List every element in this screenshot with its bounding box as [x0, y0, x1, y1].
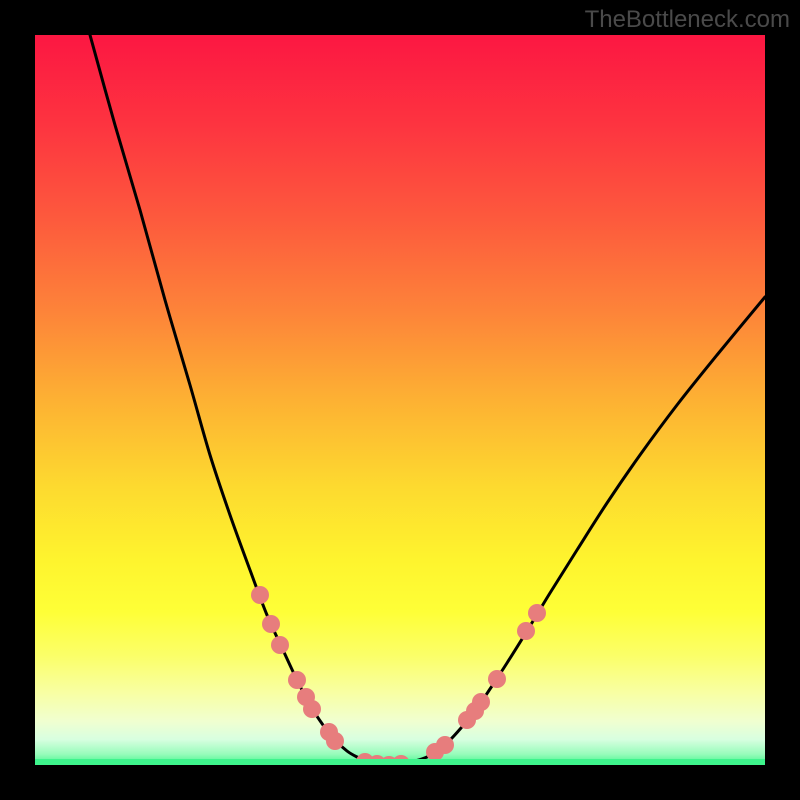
chart-plot-area — [35, 35, 765, 765]
data-marker — [288, 671, 306, 689]
data-marker — [436, 736, 454, 754]
watermark-text: TheBottleneck.com — [585, 6, 790, 34]
data-marker — [528, 604, 546, 622]
data-marker — [271, 636, 289, 654]
data-marker — [517, 622, 535, 640]
data-marker — [326, 732, 344, 750]
chart-curve-layer — [35, 35, 765, 765]
data-marker — [262, 615, 280, 633]
data-marker — [472, 693, 490, 711]
data-marker — [251, 586, 269, 604]
bottleneck-curve — [90, 35, 765, 764]
data-marker — [303, 700, 321, 718]
bottom-green-indicator — [35, 759, 765, 765]
data-marker — [488, 670, 506, 688]
data-markers — [251, 586, 546, 765]
